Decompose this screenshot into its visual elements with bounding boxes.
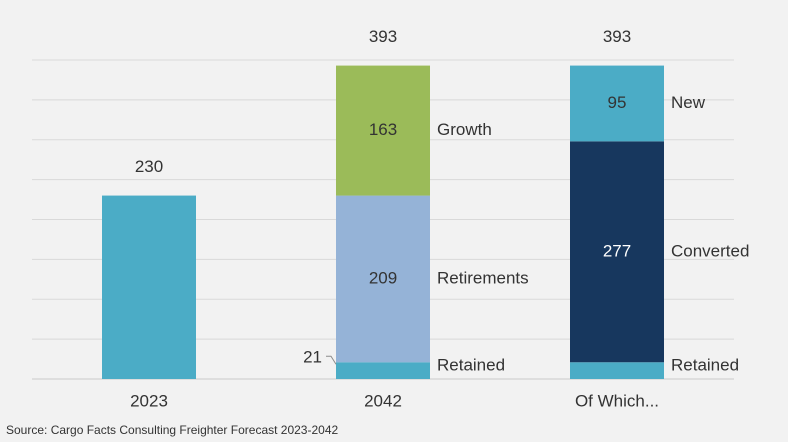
- bar-converted-of-which: [570, 141, 664, 363]
- series-label-growth-2042: Growth: [437, 120, 492, 139]
- data-label-retained-2042: 21: [303, 348, 322, 367]
- series-label-new-of-which: New: [671, 93, 706, 112]
- series-label-converted-of-which: Converted: [671, 241, 749, 260]
- data-label-new-of-which: 95: [608, 93, 627, 112]
- total-label-2023: 230: [135, 157, 163, 176]
- series-label-retained-2042: Retained: [437, 356, 505, 375]
- data-label-growth-2042: 163: [369, 120, 397, 139]
- bar-value-2023: [102, 195, 196, 379]
- leader-line: [326, 355, 337, 365]
- series-label-retained-of-which: Retained: [671, 356, 739, 375]
- category-label-of-which: Of Which...: [575, 391, 659, 410]
- data-label-converted-of-which: 277: [603, 241, 631, 260]
- bars: [102, 65, 664, 379]
- bar-retained-2042: [336, 362, 430, 379]
- total-label-of-which: 393: [603, 27, 631, 46]
- bar-new-of-which: [570, 65, 664, 142]
- category-label-2042: 2042: [364, 391, 402, 410]
- data-label-retirements-2042: 209: [369, 268, 397, 287]
- category-label-2023: 2023: [130, 391, 168, 410]
- bar-retained-of-which: [570, 362, 664, 379]
- source-note: Source: Cargo Facts Consulting Freighter…: [6, 423, 339, 437]
- bar-growth-2042: [336, 65, 430, 196]
- bar-retirements-2042: [336, 195, 430, 363]
- stacked-bar-chart: 230 2023 Retained Retirements Growth 163 209 21…: [32, 27, 749, 410]
- series-label-retirements-2042: Retirements: [437, 268, 529, 287]
- labels: 230 2023 Retained Retirements Growth 163 209 21…: [130, 27, 749, 410]
- total-label-2042: 393: [369, 27, 397, 46]
